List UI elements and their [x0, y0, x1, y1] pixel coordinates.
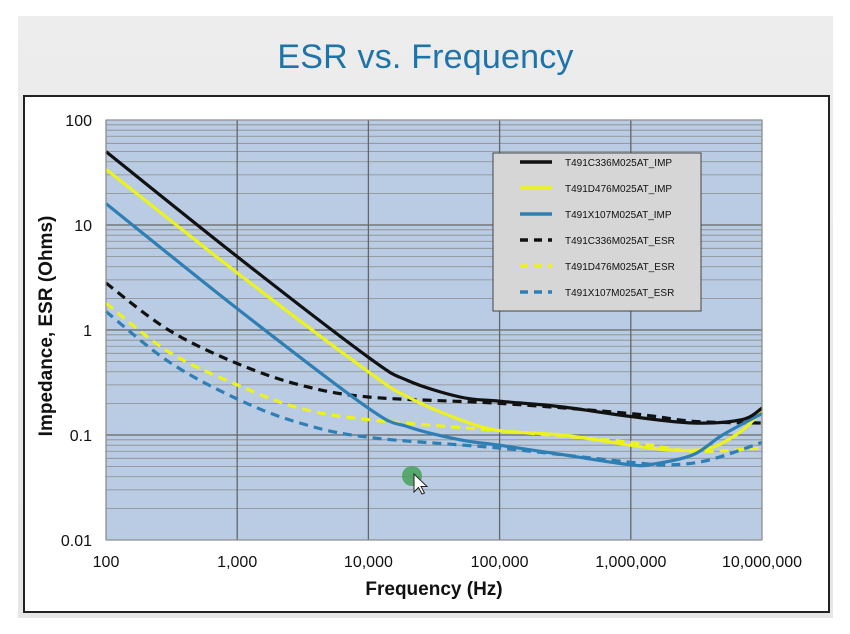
legend-label: T491X107M025AT_ESR — [565, 288, 674, 299]
y-tick-label: 10 — [74, 218, 92, 235]
x-tick-label: 100,000 — [471, 554, 529, 571]
x-tick-label: 1,000 — [217, 554, 257, 571]
cursor-highlight — [402, 466, 422, 486]
series-line-t491c336m025at_imp — [105, 150, 763, 425]
y-tick-label: 100 — [65, 113, 92, 130]
x-tick-label: 10,000 — [344, 554, 393, 571]
series-line-t491x107m025at_imp — [105, 202, 763, 468]
plot-border — [105, 119, 763, 541]
chart-title: ESR vs. Frequency — [277, 38, 574, 76]
legend-label: T491D476M025AT_IMP — [565, 184, 672, 195]
y-axis-title: Impedance, ESR (Ohms) — [36, 216, 57, 437]
legend-label: T491X107M025AT_IMP — [565, 210, 672, 221]
series-line-t491d476m025at_imp — [105, 167, 764, 453]
series-lines — [104, 150, 764, 468]
legend-label: T491D476M025AT_ESR — [565, 262, 675, 273]
legend-label: T491C336M025AT_ESR — [565, 236, 675, 247]
series-line-t491d476m025at_esr — [105, 301, 763, 454]
series-line-t491x107m025at_esr — [104, 310, 763, 467]
tick-labels: 100 1,000 10,000 100,000 1,000,000 10,000,000… — [61, 113, 802, 571]
y-tick-label: 0.01 — [61, 533, 92, 550]
legend: T491C336M025AT_IMP T491D476M025AT_IMP T491… — [492, 152, 702, 312]
legend-label: T491C336M025AT_IMP — [565, 158, 672, 169]
y-tick-label: 0.1 — [70, 428, 92, 445]
y-tick-label: 1 — [83, 323, 92, 340]
x-axis-title: Frequency (Hz) — [365, 579, 502, 600]
x-tick-label: 10,000,000 — [722, 554, 802, 571]
series-line-t491c336m025at_esr — [105, 281, 763, 425]
legend-box — [492, 152, 702, 312]
x-tick-label: 100 — [93, 554, 120, 571]
x-tick-label: 1,000,000 — [595, 554, 666, 571]
